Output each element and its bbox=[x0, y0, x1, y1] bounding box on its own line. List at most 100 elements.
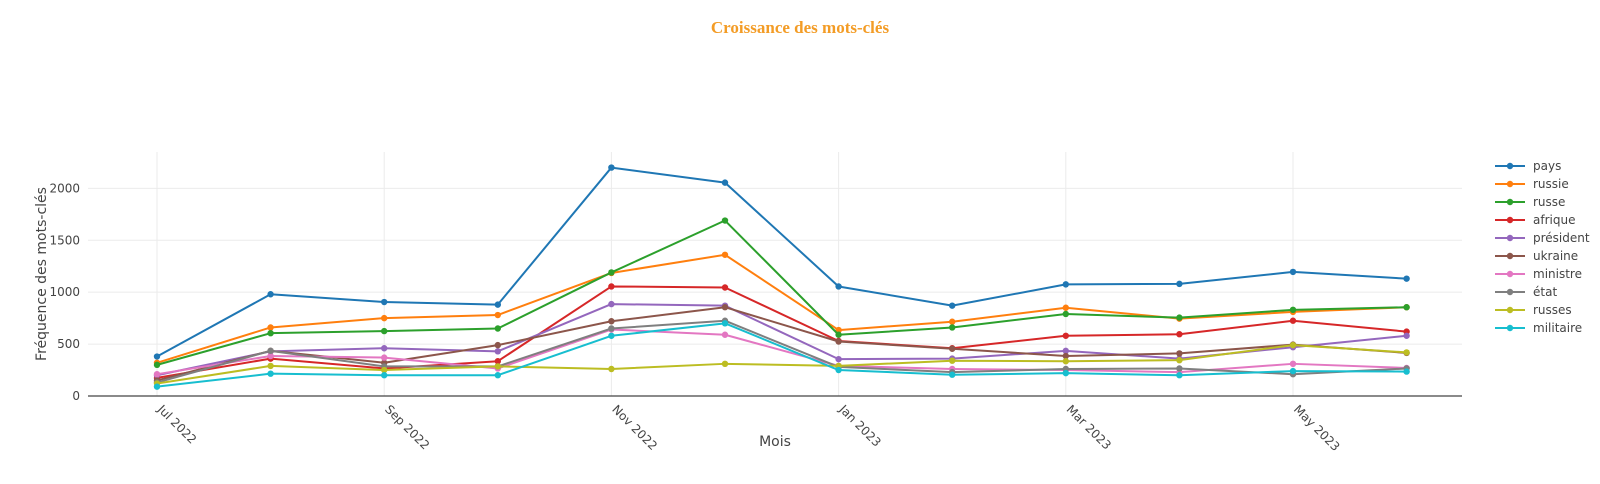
x-tick-label: May 2023 bbox=[1291, 402, 1343, 454]
data-point-état bbox=[1176, 365, 1183, 372]
data-point-russe bbox=[1062, 310, 1070, 318]
data-point-russie bbox=[835, 326, 842, 334]
legend-label-russie: russie bbox=[1533, 177, 1569, 191]
legend-marker-président bbox=[1506, 234, 1514, 242]
series-line-russie bbox=[156, 253, 1407, 364]
y-tick-label: 1000 bbox=[49, 285, 80, 299]
data-point-russie bbox=[1062, 304, 1070, 311]
data-point-russes bbox=[1062, 358, 1070, 365]
data-point-afrique bbox=[1062, 332, 1070, 339]
data-point-pays bbox=[949, 302, 956, 309]
legend-label-pays: pays bbox=[1533, 159, 1561, 173]
data-point-état bbox=[267, 347, 274, 355]
data-point-russe bbox=[1289, 306, 1297, 314]
data-point-président bbox=[835, 355, 842, 363]
data-point-militaire bbox=[1176, 372, 1183, 379]
data-point-pays bbox=[721, 179, 729, 186]
data-point-militaire bbox=[949, 371, 956, 378]
data-point-russes bbox=[1289, 341, 1297, 349]
data-point-ministre bbox=[721, 331, 729, 338]
data-point-militaire bbox=[1289, 367, 1297, 375]
legend-marker-russie bbox=[1506, 180, 1514, 188]
legend-marker-état bbox=[1506, 288, 1514, 296]
series-line-ukraine bbox=[156, 306, 1407, 382]
data-point-militaire bbox=[381, 372, 388, 379]
legend-label-militaire: militaire bbox=[1533, 321, 1582, 335]
data-point-militaire bbox=[835, 366, 842, 374]
data-point-russes bbox=[494, 363, 501, 370]
legend-marker-pays bbox=[1506, 162, 1514, 170]
data-point-russe bbox=[608, 269, 615, 276]
data-point-ukraine bbox=[721, 304, 729, 311]
data-point-russe bbox=[381, 327, 388, 335]
data-point-président bbox=[1403, 332, 1410, 339]
data-point-pays bbox=[1403, 275, 1410, 282]
data-point-russe bbox=[721, 217, 729, 224]
data-point-afrique bbox=[1176, 331, 1183, 338]
data-point-russes bbox=[949, 357, 956, 364]
data-point-ukraine bbox=[949, 345, 956, 352]
data-point-président bbox=[381, 345, 388, 352]
data-point-russes bbox=[608, 365, 615, 373]
data-point-russe bbox=[267, 329, 274, 337]
data-point-état bbox=[608, 325, 615, 332]
data-point-russes bbox=[381, 366, 388, 374]
x-tick-label: Jul 2022 bbox=[154, 402, 199, 447]
legend-marker-afrique bbox=[1506, 216, 1514, 224]
data-point-russes bbox=[721, 360, 729, 368]
data-point-russe bbox=[1176, 314, 1183, 321]
y-tick-label: 500 bbox=[57, 337, 80, 351]
data-point-afrique bbox=[494, 358, 501, 365]
data-point-russes bbox=[267, 362, 274, 370]
legend-marker-militaire bbox=[1506, 324, 1514, 332]
data-point-russie bbox=[949, 318, 956, 325]
data-point-russe bbox=[153, 361, 161, 369]
data-point-pays bbox=[381, 298, 388, 306]
legend-label-ukraine: ukraine bbox=[1533, 249, 1578, 263]
data-point-militaire bbox=[721, 320, 729, 327]
data-point-ukraine bbox=[494, 341, 501, 349]
data-point-ministre bbox=[153, 370, 161, 378]
data-point-russie bbox=[267, 324, 274, 331]
legend-label-ministre: ministre bbox=[1533, 267, 1582, 281]
y-tick-label: 0 bbox=[72, 389, 80, 403]
data-point-pays bbox=[267, 291, 274, 298]
data-point-russie bbox=[494, 311, 501, 319]
data-point-militaire bbox=[608, 332, 615, 339]
data-point-président bbox=[608, 300, 615, 308]
series-line-russes bbox=[156, 344, 1407, 385]
legend-label-russes: russes bbox=[1533, 303, 1572, 317]
data-point-militaire bbox=[1062, 369, 1070, 377]
data-point-russe bbox=[1403, 304, 1410, 311]
legend-marker-ukraine bbox=[1506, 252, 1514, 260]
series-line-pays bbox=[156, 166, 1407, 358]
x-tick-label: Nov 2022 bbox=[609, 402, 660, 453]
data-point-ukraine bbox=[608, 318, 615, 325]
legend-label-russe: russe bbox=[1533, 195, 1565, 209]
data-point-ukraine bbox=[1176, 350, 1183, 357]
data-point-russe bbox=[949, 324, 956, 331]
data-point-pays bbox=[608, 164, 615, 171]
data-point-russes bbox=[1176, 356, 1183, 364]
x-tick-label: Mar 2023 bbox=[1064, 402, 1114, 452]
y-tick-label: 1500 bbox=[49, 233, 80, 247]
data-point-pays bbox=[1289, 268, 1297, 276]
data-point-ministre bbox=[1289, 360, 1297, 368]
legend-label-afrique: afrique bbox=[1533, 213, 1575, 227]
legend-label-président: président bbox=[1533, 231, 1590, 245]
data-point-russie bbox=[721, 251, 729, 258]
x-tick-label: Sep 2022 bbox=[382, 402, 432, 452]
data-point-afrique bbox=[608, 283, 615, 290]
data-point-russie bbox=[381, 314, 388, 322]
data-point-pays bbox=[1062, 281, 1070, 288]
y-tick-label: 2000 bbox=[49, 181, 80, 195]
series-line-afrique bbox=[156, 285, 1407, 379]
series-line-état bbox=[156, 319, 1407, 384]
data-point-militaire bbox=[153, 383, 161, 390]
legend-label-état: état bbox=[1533, 285, 1557, 299]
y-axis-title: Fréquence des mots-clés bbox=[34, 187, 50, 361]
x-axis-title: Mois bbox=[759, 434, 791, 450]
data-point-pays bbox=[153, 353, 161, 360]
data-point-président bbox=[1062, 347, 1070, 355]
legend-marker-russe bbox=[1506, 198, 1514, 206]
